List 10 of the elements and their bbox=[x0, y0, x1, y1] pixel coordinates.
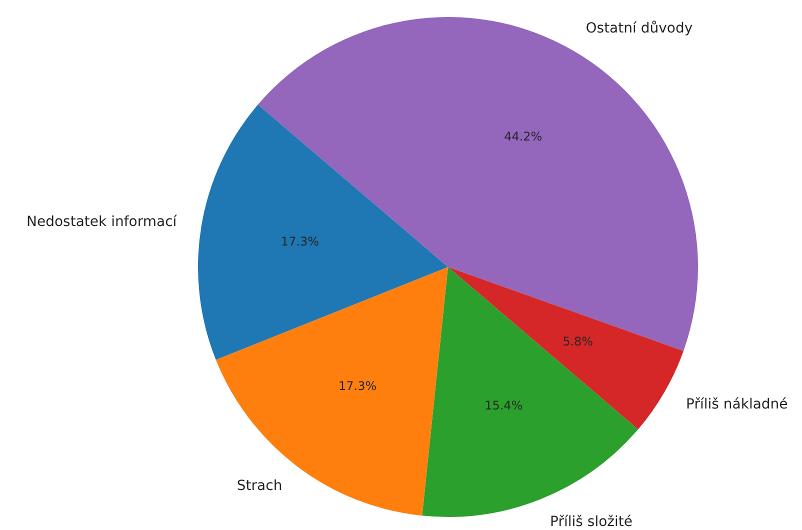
slice-label: Strach bbox=[236, 478, 282, 494]
data-label: 17.3% bbox=[280, 234, 320, 249]
slice-label: Ostatní důvody bbox=[586, 20, 693, 37]
data-label: 44.2% bbox=[504, 129, 542, 144]
slice-label: Příliš nákladné bbox=[686, 396, 788, 412]
slice-label: Příliš složité bbox=[550, 514, 633, 530]
data-label: 5.8% bbox=[562, 334, 594, 348]
data-label: 17.3% bbox=[338, 378, 377, 393]
slice-label: Nedostatek informací bbox=[26, 214, 178, 230]
data-label: 15.4% bbox=[484, 398, 523, 412]
